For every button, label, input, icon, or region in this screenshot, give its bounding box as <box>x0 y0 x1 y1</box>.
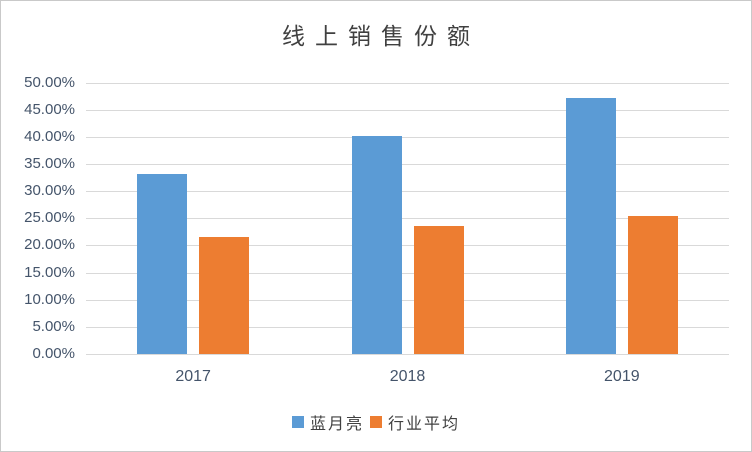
bar-series1-2017 <box>137 174 188 354</box>
y-axis-tick-label: 35.00% <box>24 154 75 172</box>
bar-series2-2019 <box>627 216 678 354</box>
y-axis-tick-label: 0.00% <box>32 345 75 362</box>
x-axis-category-label: 2017 <box>175 368 211 385</box>
gridline <box>86 245 729 247</box>
y-axis-tick-label: 50.00% <box>24 73 75 91</box>
gridline <box>86 272 729 274</box>
legend-label-series1: 蓝月亮 <box>309 416 364 433</box>
gridline <box>86 191 729 193</box>
y-axis-tick-label: 5.00% <box>32 317 75 335</box>
y-axis-tick-label: 40.00% <box>24 127 75 145</box>
y-axis-tick-label: 25.00% <box>24 209 75 227</box>
y-axis-tick-label: 20.00% <box>24 236 75 254</box>
y-axis-tick-label: 10.00% <box>24 290 75 308</box>
x-axis-category-label: 2019 <box>604 368 640 385</box>
gridline <box>86 354 729 355</box>
gridline <box>86 82 729 84</box>
x-axis-category-label: 2018 <box>389 368 426 385</box>
y-axis-tick-label: 30.00% <box>24 182 75 200</box>
legend-swatch-icon <box>370 416 382 428</box>
bar-series2-2017 <box>199 237 250 354</box>
bar-series1-2019 <box>565 97 616 354</box>
bar-series1-2018 <box>351 135 402 354</box>
gridline <box>86 109 729 111</box>
gridline <box>86 218 729 220</box>
legend: 蓝月亮 行业平均 <box>1 410 751 434</box>
y-axis-tick-label: 15.00% <box>24 263 75 281</box>
gridline <box>86 326 729 328</box>
legend-label-series2: 行业平均 <box>388 416 461 433</box>
chart-title: 线上销售份额 <box>282 24 480 49</box>
legend-item-series2: 行业平均 <box>370 410 460 434</box>
gridline <box>86 163 729 165</box>
gridline <box>86 136 729 138</box>
bar-series2-2018 <box>413 226 464 354</box>
legend-item-series1: 蓝月亮 <box>291 410 364 434</box>
gridline <box>86 299 729 301</box>
y-axis-tick-label: 45.00% <box>24 100 75 118</box>
legend-swatch-icon <box>291 416 304 428</box>
